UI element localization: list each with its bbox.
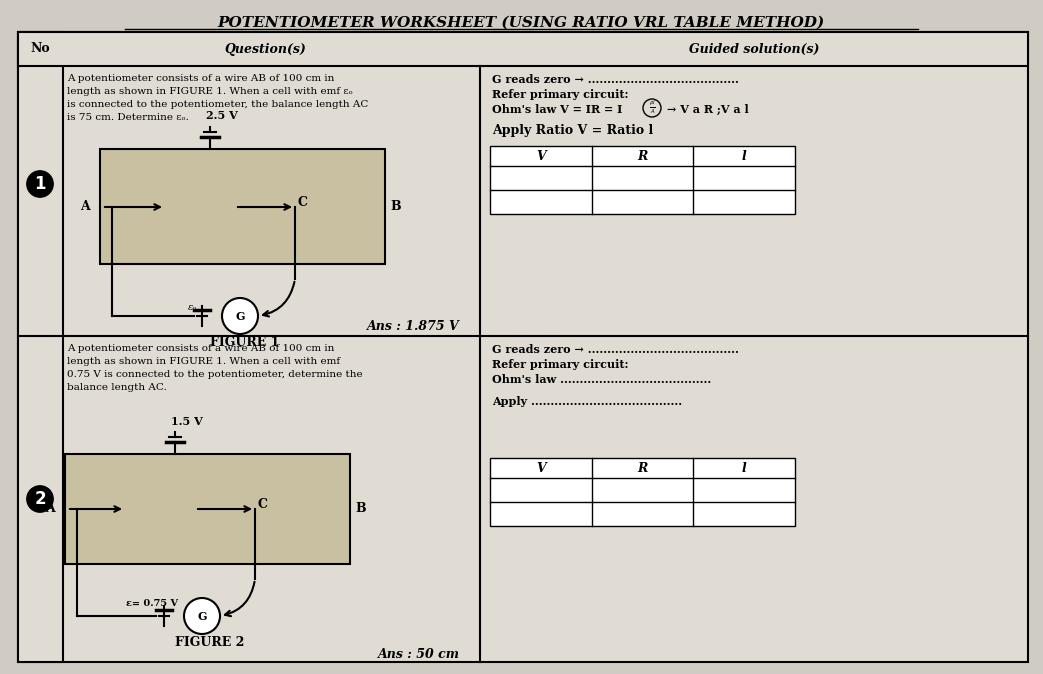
Text: B: B <box>390 200 401 214</box>
Text: Ohm's law V = IR = I: Ohm's law V = IR = I <box>492 104 623 115</box>
Bar <box>65 454 350 564</box>
Text: Guided solution(s): Guided solution(s) <box>688 42 819 55</box>
Circle shape <box>184 598 220 634</box>
Text: FIGURE 2: FIGURE 2 <box>175 636 245 648</box>
Text: No: No <box>30 42 50 55</box>
Text: POTENTIOMETER WORKSHEET (USING RATIO VRL TABLE METHOD): POTENTIOMETER WORKSHEET (USING RATIO VRL… <box>217 16 825 30</box>
Text: Apply .......................................: Apply ..................................… <box>492 396 682 407</box>
Text: → V a R ;V a l: → V a R ;V a l <box>668 104 749 115</box>
Text: G reads zero → .......................................: G reads zero → .........................… <box>492 344 738 355</box>
Text: G: G <box>236 311 245 321</box>
Text: V: V <box>536 462 545 474</box>
Text: εₒ: εₒ <box>188 303 196 313</box>
Text: C: C <box>298 195 308 208</box>
Text: 1: 1 <box>34 175 46 193</box>
Circle shape <box>222 298 258 334</box>
Text: R: R <box>637 150 648 162</box>
Text: length as shown in FIGURE 1. When a cell with emf εₒ: length as shown in FIGURE 1. When a cell… <box>67 87 353 96</box>
Text: Question(s): Question(s) <box>224 42 306 55</box>
Text: A: A <box>45 503 55 516</box>
Text: balance length AC.: balance length AC. <box>67 383 167 392</box>
Bar <box>490 458 795 526</box>
Text: Ohm's law .......................................: Ohm's law ..............................… <box>492 374 711 385</box>
Text: G reads zero → .......................................: G reads zero → .........................… <box>492 74 738 85</box>
Text: A potentiometer consists of a wire AB of 100 cm in: A potentiometer consists of a wire AB of… <box>67 344 335 353</box>
Text: R: R <box>637 462 648 474</box>
Bar <box>100 149 385 264</box>
Text: V: V <box>536 150 545 162</box>
Text: A potentiometer consists of a wire AB of 100 cm in: A potentiometer consists of a wire AB of… <box>67 74 335 83</box>
Text: 2.5 V: 2.5 V <box>207 110 238 121</box>
Text: G: G <box>197 611 207 621</box>
Text: A: A <box>80 200 90 214</box>
Bar <box>18 32 63 662</box>
Text: 0.75 V is connected to the potentiometer, determine the: 0.75 V is connected to the potentiometer… <box>67 370 363 379</box>
Bar <box>490 146 795 214</box>
Text: Ans : 50 cm: Ans : 50 cm <box>378 648 460 661</box>
Text: $\frac{\rho l}{A}$: $\frac{\rho l}{A}$ <box>649 98 655 116</box>
Text: l: l <box>742 462 747 474</box>
Text: 2: 2 <box>34 490 46 508</box>
Text: Refer primary circuit:: Refer primary circuit: <box>492 359 629 370</box>
Text: Apply Ratio V = Ratio l: Apply Ratio V = Ratio l <box>492 124 653 137</box>
Text: length as shown in FIGURE 1. When a cell with emf: length as shown in FIGURE 1. When a cell… <box>67 357 340 366</box>
Text: Refer primary circuit:: Refer primary circuit: <box>492 89 629 100</box>
FancyArrowPatch shape <box>225 582 254 616</box>
Text: is connected to the potentiometer, the balance length AC: is connected to the potentiometer, the b… <box>67 100 368 109</box>
Text: is 75 cm. Determine εₒ.: is 75 cm. Determine εₒ. <box>67 113 189 122</box>
Text: ε= 0.75 V: ε= 0.75 V <box>126 599 178 609</box>
FancyArrowPatch shape <box>263 282 294 317</box>
Text: B: B <box>355 503 366 516</box>
Text: Ans : 1.875 V: Ans : 1.875 V <box>367 319 460 332</box>
Text: l: l <box>742 150 747 162</box>
Bar <box>18 32 1028 66</box>
Text: 1.5 V: 1.5 V <box>171 416 203 427</box>
Text: FIGURE 1: FIGURE 1 <box>211 336 280 348</box>
Text: C: C <box>258 497 268 510</box>
